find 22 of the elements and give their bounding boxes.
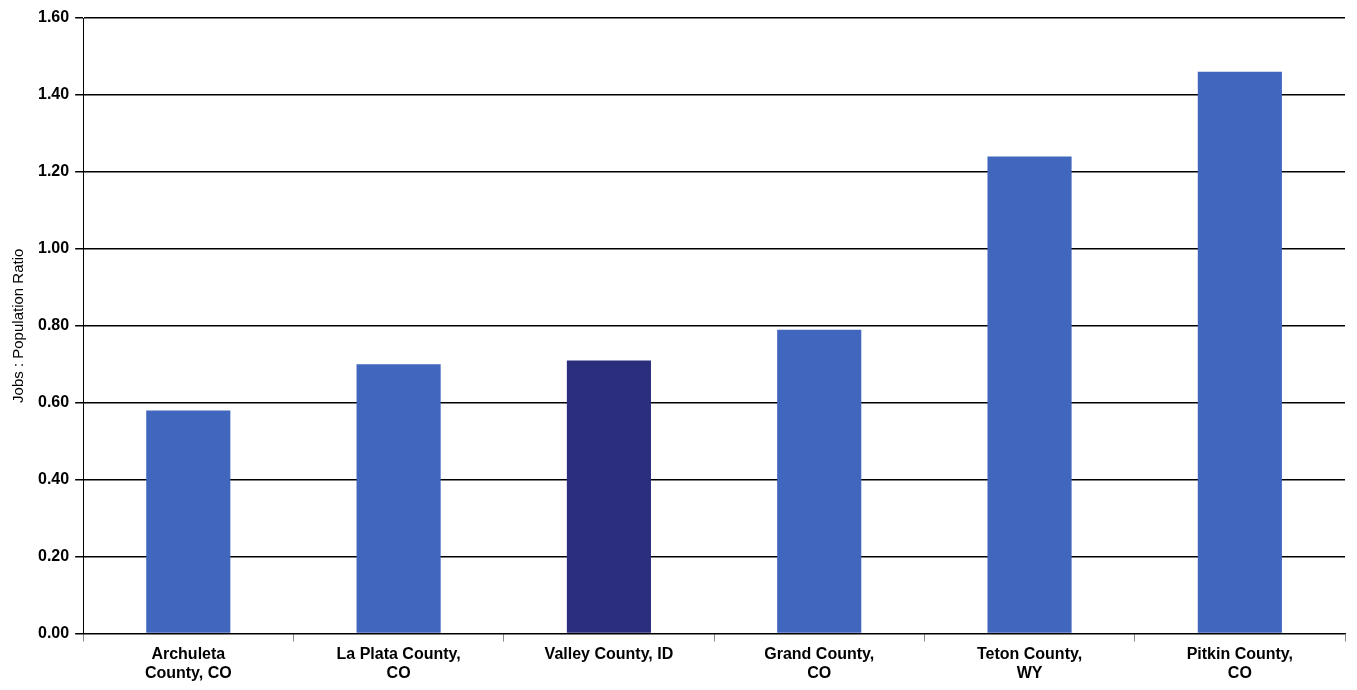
y-tick-label: 0.60	[38, 393, 70, 411]
x-tick-label: Archuleta County, CO	[144, 644, 232, 681]
y-tick-label: 0.00	[38, 624, 70, 642]
y-tick-label: 0.20	[38, 547, 70, 565]
y-tick-label: 1.00	[38, 239, 70, 257]
bar	[566, 360, 651, 633]
x-tick-label: Teton County, WY	[976, 644, 1083, 681]
bar	[777, 329, 862, 633]
bar	[146, 410, 231, 633]
y-tick-label: 1.60	[38, 8, 70, 26]
y-axis-title: Jobs : Population Ratio	[9, 248, 27, 403]
y-tick-label: 1.20	[38, 162, 70, 180]
y-tick-label: 0.80	[38, 316, 70, 334]
y-tick-label: 0.40	[38, 470, 70, 488]
x-tick-label: La Plata County, CO	[336, 644, 461, 681]
x-tick-label: Pitkin County, CO	[1186, 644, 1294, 681]
x-tick-label: Grand County, CO	[764, 644, 875, 681]
bar	[1197, 71, 1282, 633]
bar	[987, 156, 1072, 633]
bar	[356, 364, 441, 633]
y-tick-label: 1.40	[38, 85, 70, 103]
x-tick-label: Valley County, ID	[544, 644, 674, 662]
